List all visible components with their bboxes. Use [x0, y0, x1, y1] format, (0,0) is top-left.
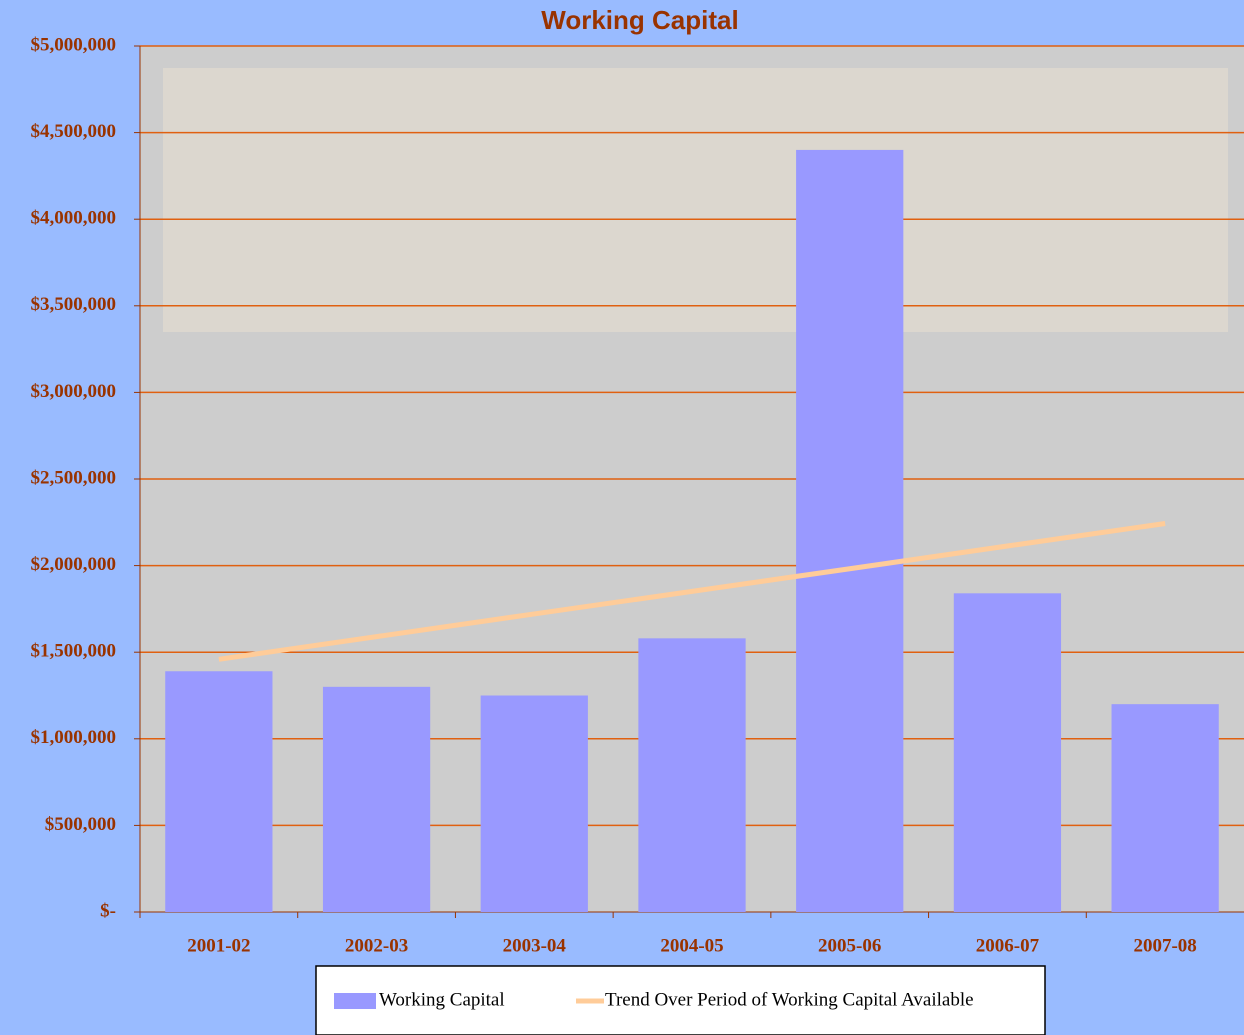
- bar: [638, 638, 746, 912]
- legend-label: Trend Over Period of Working Capital Ava…: [605, 989, 974, 1010]
- trend-line: [218, 521, 1166, 662]
- y-tick-label: $2,500,000: [31, 467, 117, 488]
- y-tick-label: $5,000,000: [31, 34, 117, 55]
- y-tick-label: $2,000,000: [31, 554, 117, 575]
- y-tick-label: $3,500,000: [31, 294, 117, 315]
- chart-title: Working Capital: [541, 5, 738, 35]
- y-tick-label: $500,000: [45, 814, 116, 835]
- x-tick-label: 2007-08: [1133, 935, 1196, 956]
- x-tick-label: 2004-05: [660, 935, 723, 956]
- bar: [480, 695, 588, 912]
- y-tick-label: $1,500,000: [31, 641, 117, 662]
- legend: [315, 965, 1046, 1035]
- y-tick-label: $1,000,000: [31, 727, 117, 748]
- x-tick-label: 2003-04: [503, 935, 567, 956]
- bar: [1111, 704, 1219, 912]
- bar: [322, 686, 431, 912]
- legend-swatch: [334, 993, 376, 1009]
- x-tick-label: 2002-03: [345, 935, 408, 956]
- bar: [953, 593, 1062, 912]
- legend-label: Working Capital: [379, 989, 505, 1010]
- bar: [165, 671, 273, 912]
- y-tick-label: $4,000,000: [31, 208, 117, 229]
- y-tick-label: $-: [100, 900, 116, 921]
- y-tick-label: $3,000,000: [31, 381, 117, 402]
- y-tick-label: $4,500,000: [31, 121, 117, 142]
- bar: [796, 149, 904, 913]
- x-tick-label: 2001-02: [187, 935, 250, 956]
- background-picture: [163, 68, 1228, 332]
- x-tick-label: 2005-06: [818, 935, 881, 956]
- x-tick-label: 2006-07: [976, 935, 1040, 956]
